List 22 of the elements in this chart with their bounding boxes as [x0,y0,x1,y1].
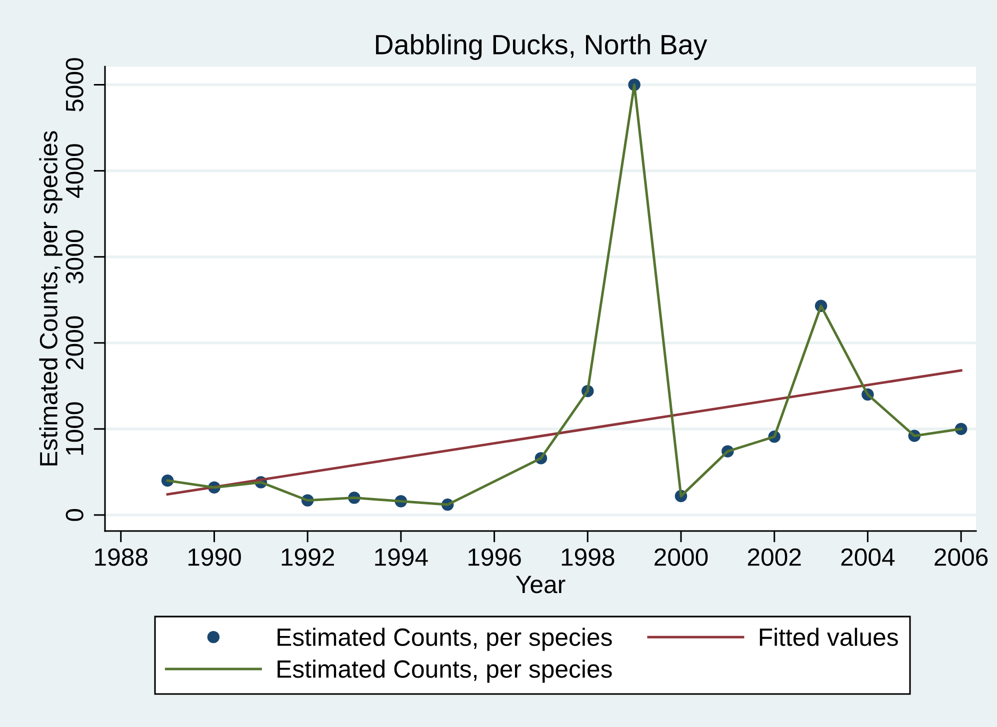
x-tick-label: 2000 [654,548,708,566]
y-tick-label: 2000 [66,316,84,370]
legend-label: Estimated Counts, per species [278,660,612,683]
legend-label: Estimated Counts, per species [278,628,612,651]
y-tick-label: 1000 [66,402,84,455]
x-tick-label: 1992 [282,548,334,566]
y-tick-label: 0 [66,509,84,521]
legend-label: Fitted values [760,628,898,646]
x-tick-label: 1990 [188,548,241,566]
y-tick-label: 4000 [66,144,84,198]
x-tick-label: 2004 [841,548,895,566]
y-tick-label: 5000 [66,58,84,112]
x-tick-label: 1996 [468,548,521,566]
y-tick-label: 3000 [66,230,84,284]
chart-title: Dabbling Ducks, North Bay [376,34,708,60]
x-tick-label: 1998 [562,548,614,566]
x-tick-label: 1994 [375,548,428,566]
x-tick-label: 1988 [95,548,148,566]
x-axis-title: Year [516,576,566,594]
y-axis-title: Estimated Counts, per species [39,131,62,466]
x-tick-label: 2002 [748,548,801,566]
x-tick-label: 2006 [934,548,988,566]
